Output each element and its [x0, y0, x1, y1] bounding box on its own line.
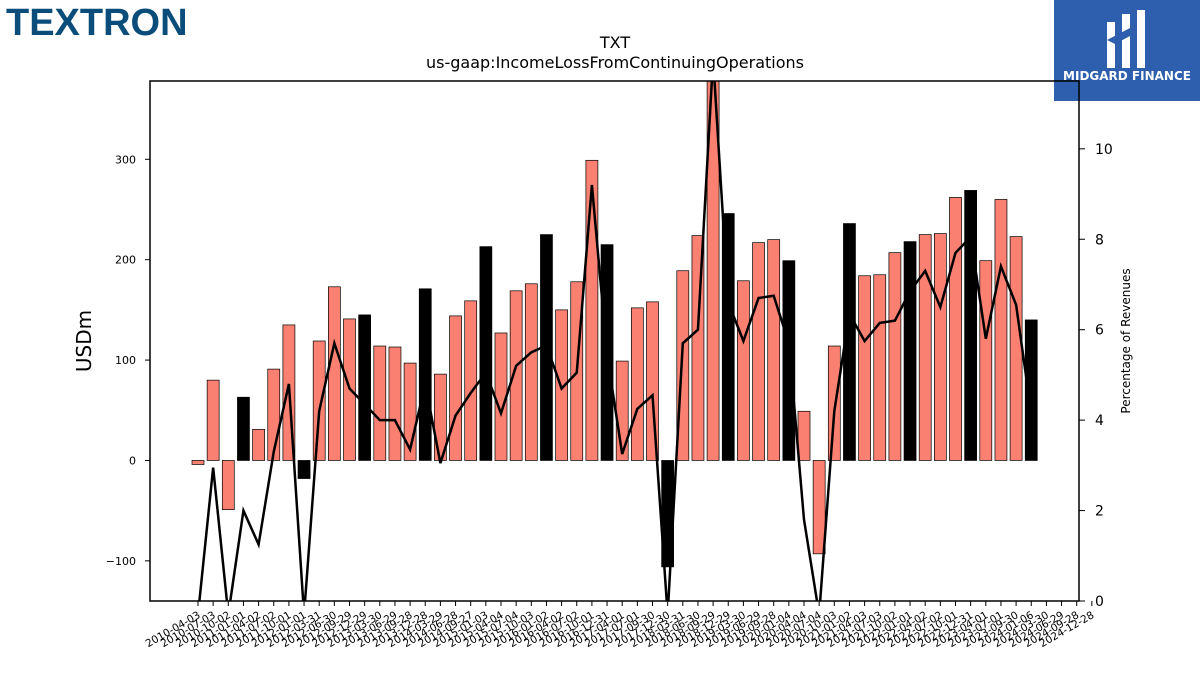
- bar: [858, 275, 871, 461]
- bar: [418, 288, 432, 461]
- bar: [888, 252, 902, 461]
- bar: [797, 410, 811, 461]
- bar: [221, 460, 235, 510]
- y2-tick-label: 2: [1095, 504, 1104, 520]
- bar: [918, 234, 932, 461]
- bar: [782, 260, 796, 461]
- y2-tick-label: 4: [1095, 413, 1104, 429]
- percentage-line: [198, 81, 1033, 601]
- bar: [358, 314, 371, 461]
- bar: [767, 239, 781, 461]
- bar: [903, 241, 917, 461]
- y-tick-label: 300: [115, 153, 136, 166]
- bar: [388, 346, 402, 461]
- bar: [328, 286, 341, 461]
- bar: [873, 274, 887, 461]
- bar: [1024, 319, 1038, 461]
- bar: [843, 223, 856, 461]
- bar: [615, 360, 629, 461]
- y2-tick-label: 6: [1095, 323, 1104, 339]
- plot-frame: [149, 80, 1080, 602]
- textron-logo: TEXTRON: [6, 2, 188, 44]
- y2-tick-label: 8: [1095, 232, 1104, 248]
- bar: [206, 379, 220, 461]
- y-tick-label: 200: [115, 254, 136, 267]
- y2-tick-label: 0: [1095, 594, 1104, 610]
- bar: [252, 428, 265, 461]
- bar: [812, 460, 826, 555]
- bar: [1009, 236, 1023, 461]
- bar: [964, 190, 978, 461]
- y-tick-label: 100: [115, 354, 136, 367]
- bar: [479, 246, 493, 461]
- bar: [373, 345, 387, 461]
- bar: [509, 290, 523, 461]
- chart-subtitle: us-gaap:IncomeLossFromContinuingOperatio…: [426, 53, 804, 72]
- bar: [297, 460, 311, 479]
- bar: [449, 315, 462, 461]
- y-axis-label: USDm: [72, 310, 96, 372]
- bar: [949, 197, 962, 461]
- bar: [646, 301, 659, 461]
- bar: [191, 460, 205, 465]
- bar: [585, 159, 599, 461]
- bar: [933, 233, 947, 461]
- bar: [979, 260, 993, 461]
- bar: [721, 213, 735, 461]
- bar: [524, 283, 538, 461]
- y-tick-label: −100: [106, 555, 136, 568]
- y-tick-label: 0: [129, 454, 136, 467]
- midgard-emblem-icon: [1107, 10, 1145, 68]
- midgard-brand-text: MIDGARD FINANCE: [1063, 69, 1191, 83]
- y2-axis-label: Percentage of Revenues: [1119, 268, 1133, 413]
- bar: [312, 340, 326, 461]
- bar: [752, 242, 765, 461]
- bar: [464, 300, 478, 461]
- y2-tick-label: 10: [1095, 142, 1113, 158]
- bar: [994, 199, 1008, 461]
- bar: [237, 396, 250, 461]
- bar: [630, 307, 644, 461]
- chart-title: TXT: [599, 33, 630, 52]
- bar: [737, 280, 750, 461]
